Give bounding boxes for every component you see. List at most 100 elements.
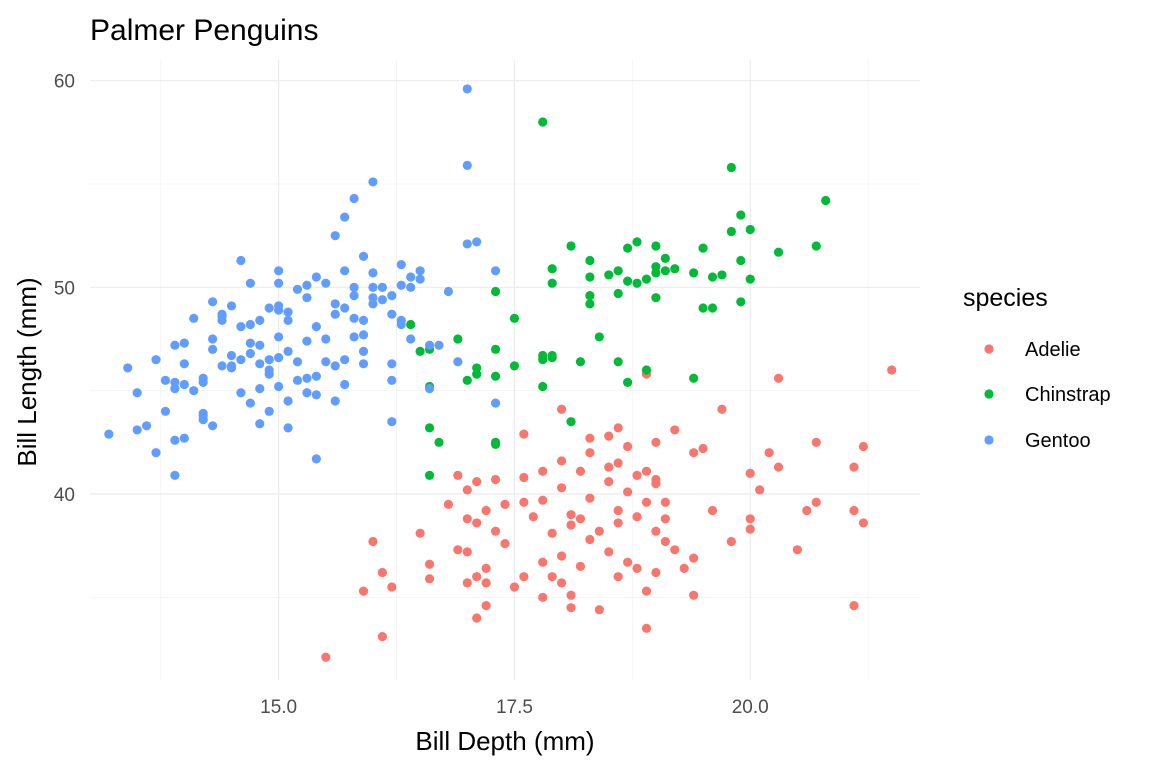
y-tick-label: 40	[54, 485, 75, 506]
data-point-chinstrap	[490, 286, 501, 297]
data-point-gentoo	[302, 373, 312, 383]
data-point-adelie	[613, 505, 623, 516]
data-point-chinstrap	[623, 276, 633, 286]
data-point-gentoo	[311, 272, 321, 282]
data-point-chinstrap	[745, 224, 755, 235]
data-point-adelie	[858, 441, 869, 452]
data-point-chinstrap	[613, 266, 623, 276]
data-point-adelie	[670, 425, 680, 435]
legend: species Adelie Chinstrap Gentoo	[963, 284, 1111, 452]
data-point-gentoo	[330, 309, 340, 319]
data-point-gentoo	[340, 379, 350, 390]
data-point-adelie	[462, 514, 472, 524]
data-point-gentoo	[245, 348, 255, 359]
data-point-gentoo	[292, 357, 303, 367]
data-point-adelie	[556, 456, 567, 466]
data-point-adelie	[575, 514, 586, 524]
legend-title: species	[963, 284, 1048, 312]
data-point-chinstrap	[623, 377, 633, 387]
data-point-chinstrap	[613, 288, 623, 299]
data-point-adelie	[623, 487, 633, 497]
data-point-adelie	[849, 462, 859, 472]
data-point-chinstrap	[509, 313, 520, 323]
data-point-gentoo	[330, 299, 340, 309]
data-point-adelie	[849, 601, 859, 611]
data-point-adelie	[566, 603, 576, 613]
data-point-gentoo	[264, 303, 274, 313]
data-point-adelie	[490, 474, 501, 485]
data-point-adelie	[660, 536, 670, 547]
data-point-gentoo	[198, 373, 208, 383]
data-point-adelie	[764, 448, 774, 458]
data-point-gentoo	[255, 340, 265, 350]
data-point-gentoo	[368, 177, 378, 187]
data-points	[104, 84, 897, 662]
data-point-gentoo	[170, 470, 180, 480]
data-point-adelie	[613, 423, 623, 433]
data-point-adelie	[651, 567, 661, 578]
data-point-adelie	[745, 524, 755, 534]
data-point-gentoo	[340, 355, 350, 365]
data-point-chinstrap	[698, 243, 708, 253]
data-point-chinstrap	[745, 274, 755, 284]
data-point-chinstrap	[547, 264, 557, 274]
data-point-adelie	[490, 526, 501, 536]
data-point-gentoo	[330, 361, 340, 371]
data-point-gentoo	[226, 350, 237, 361]
data-point-gentoo	[387, 375, 397, 385]
data-point-gentoo	[490, 266, 501, 276]
data-point-gentoo	[462, 84, 472, 94]
data-point-gentoo	[245, 398, 255, 408]
data-point-adelie	[481, 601, 491, 611]
data-point-adelie	[472, 518, 482, 528]
data-point-adelie	[547, 572, 557, 582]
data-point-gentoo	[311, 322, 321, 332]
data-point-gentoo	[245, 338, 255, 348]
data-point-gentoo	[208, 334, 218, 344]
data-point-adelie	[623, 441, 633, 452]
data-point-adelie	[566, 590, 576, 600]
legend-key-chinstrap	[984, 389, 994, 399]
legend-label-chinstrap: Chinstrap	[1025, 384, 1111, 406]
data-point-gentoo	[387, 291, 397, 301]
data-point-adelie	[538, 557, 548, 567]
data-point-gentoo	[396, 280, 406, 290]
data-point-adelie	[575, 466, 586, 476]
data-point-adelie	[500, 499, 510, 509]
data-point-gentoo	[406, 272, 416, 282]
data-point-adelie	[481, 578, 491, 588]
chart-title: Palmer Penguins	[90, 14, 318, 47]
data-point-gentoo	[283, 423, 293, 433]
data-point-gentoo	[141, 421, 152, 431]
data-point-chinstrap	[660, 266, 670, 276]
data-point-chinstrap	[623, 243, 633, 253]
data-point-adelie	[641, 586, 652, 596]
data-point-gentoo	[245, 319, 255, 330]
data-point-adelie	[321, 652, 331, 662]
data-point-gentoo	[302, 293, 312, 303]
data-point-gentoo	[226, 301, 237, 311]
legend-label-adelie: Adelie	[1025, 339, 1081, 361]
data-point-chinstrap	[490, 344, 501, 354]
data-point-gentoo	[151, 355, 161, 365]
legend-label-gentoo: Gentoo	[1025, 430, 1091, 452]
legend-key-gentoo	[984, 435, 994, 445]
data-point-gentoo	[349, 282, 359, 292]
data-point-adelie	[641, 466, 652, 476]
data-point-gentoo	[349, 291, 359, 301]
data-point-chinstrap	[613, 357, 623, 367]
data-point-adelie	[660, 514, 670, 524]
data-point-adelie	[604, 431, 614, 441]
data-point-gentoo	[283, 307, 293, 317]
y-tick-label: 50	[54, 278, 75, 299]
data-point-adelie	[368, 536, 378, 547]
data-point-gentoo	[311, 371, 321, 381]
data-point-gentoo	[274, 381, 284, 392]
y-axis-ticks: 40 50 60	[54, 72, 75, 506]
data-point-gentoo	[255, 419, 265, 429]
data-point-adelie	[566, 520, 576, 530]
data-point-gentoo	[170, 435, 180, 445]
data-point-adelie	[792, 545, 802, 555]
data-point-gentoo	[330, 231, 340, 241]
data-point-chinstrap	[632, 237, 642, 247]
